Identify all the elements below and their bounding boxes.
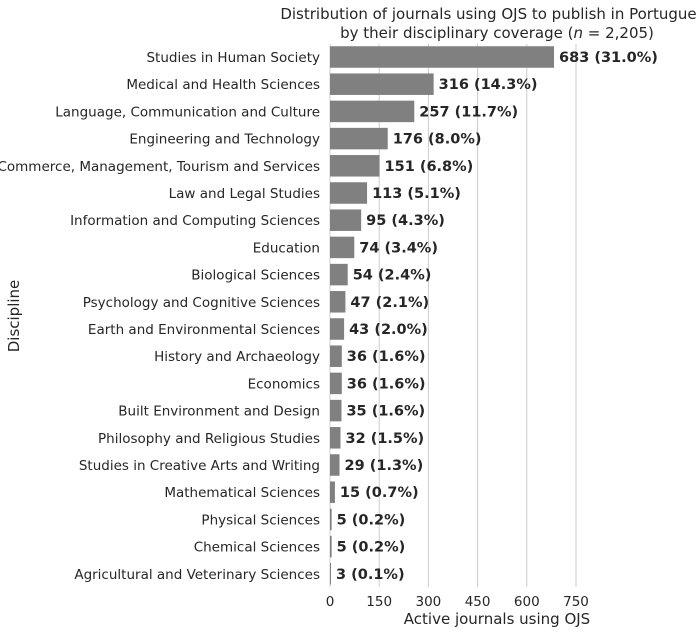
data-label: 5 (0.2%) <box>337 540 406 556</box>
bar <box>330 73 434 95</box>
category-labels: Studies in Human Society Medical and Heal… <box>0 50 320 583</box>
data-label: 316 (14.3%) <box>439 77 538 93</box>
category-label: Law and Legal Studies <box>169 186 320 202</box>
category-label: Built Environment and Design <box>118 404 320 420</box>
x-tick-label: 600 <box>514 594 540 610</box>
x-tick-label: 150 <box>366 594 392 610</box>
data-labels: 683 (31.0%) 316 (14.3%) 257 (11.7%) 176 (8.… <box>336 50 658 583</box>
bar <box>330 182 368 204</box>
chart-title-line1: Distribution of journals using OJS to pu… <box>280 5 697 23</box>
category-label: Studies in Creative Arts and Writing <box>79 458 320 474</box>
data-label: 54 (2.4%) <box>353 268 432 284</box>
chart-title-n: n <box>574 24 584 42</box>
data-label: 36 (1.6%) <box>347 376 426 392</box>
x-tick-labels: 0 150 300 450 600 750 <box>326 594 589 610</box>
category-label: Commerce, Management, Tourism and Servic… <box>0 159 320 175</box>
x-axis-label: Active journals using OJS <box>404 610 590 628</box>
chart-title-line2-pre: by their disciplinary coverage ( <box>340 24 573 42</box>
data-label: 3 (0.1%) <box>336 567 405 583</box>
data-label: 29 (1.3%) <box>345 458 424 474</box>
data-label: 5 (0.2%) <box>337 512 406 528</box>
data-label: 176 (8.0%) <box>393 132 482 148</box>
data-label: 74 (3.4%) <box>359 240 438 256</box>
bar <box>330 454 340 476</box>
x-tick-label: 750 <box>563 594 589 610</box>
data-label: 257 (11.7%) <box>419 104 518 120</box>
bar <box>330 399 342 422</box>
category-label: Chemical Sciences <box>194 540 320 556</box>
data-label: 32 (1.5%) <box>345 431 424 447</box>
category-label: Economics <box>248 376 320 392</box>
bar <box>330 263 348 286</box>
data-label: 15 (0.7%) <box>340 485 419 501</box>
category-label: Philosophy and Religious Studies <box>98 431 320 447</box>
bar <box>330 563 331 585</box>
data-label: 95 (4.3%) <box>366 213 445 229</box>
bar <box>330 427 341 449</box>
bar <box>330 127 388 150</box>
bar <box>330 508 332 531</box>
chart-title-line2-post: = 2,205) <box>583 24 654 42</box>
category-label: Agricultural and Veterinary Sciences <box>74 567 320 583</box>
category-label: Psychology and Cognitive Sciences <box>83 295 320 311</box>
data-label: 113 (5.1%) <box>372 186 461 202</box>
category-label: Mathematical Sciences <box>164 485 320 501</box>
data-label: 43 (2.0%) <box>349 322 428 338</box>
x-tick-label: 300 <box>416 594 442 610</box>
bar <box>330 318 345 340</box>
chart-title-line2: by their disciplinary coverage (n = 2,20… <box>340 24 654 42</box>
bar <box>330 345 342 367</box>
bar <box>330 535 332 558</box>
data-label: 151 (6.8%) <box>385 159 474 175</box>
x-tick-label: 0 <box>326 594 335 610</box>
data-label: 47 (2.1%) <box>350 295 429 311</box>
data-label: 35 (1.6%) <box>346 404 425 420</box>
y-axis-label: Discipline <box>5 280 23 353</box>
bar <box>330 155 380 177</box>
bars <box>330 46 555 585</box>
data-label: 36 (1.6%) <box>347 349 426 365</box>
bar <box>330 100 415 123</box>
bar <box>330 291 346 313</box>
category-label: Physical Sciences <box>201 512 320 528</box>
category-label: Language, Communication and Culture <box>55 104 320 120</box>
category-label: Studies in Human Society <box>146 50 320 66</box>
bar <box>330 236 355 259</box>
x-tick-label: 450 <box>465 594 491 610</box>
category-label: Education <box>253 240 320 256</box>
bar <box>330 46 555 68</box>
category-label: Medical and Health Sciences <box>126 77 320 93</box>
category-label: History and Archaeology <box>154 349 320 365</box>
category-label: Earth and Environmental Sciences <box>88 322 320 338</box>
bar <box>330 209 362 231</box>
bar <box>330 481 335 503</box>
bar <box>330 372 342 395</box>
category-label: Engineering and Technology <box>129 132 320 148</box>
data-label: 683 (31.0%) <box>559 50 658 66</box>
gridlines <box>329 44 577 587</box>
category-label: Information and Computing Sciences <box>70 213 320 229</box>
category-label: Biological Sciences <box>191 268 320 284</box>
